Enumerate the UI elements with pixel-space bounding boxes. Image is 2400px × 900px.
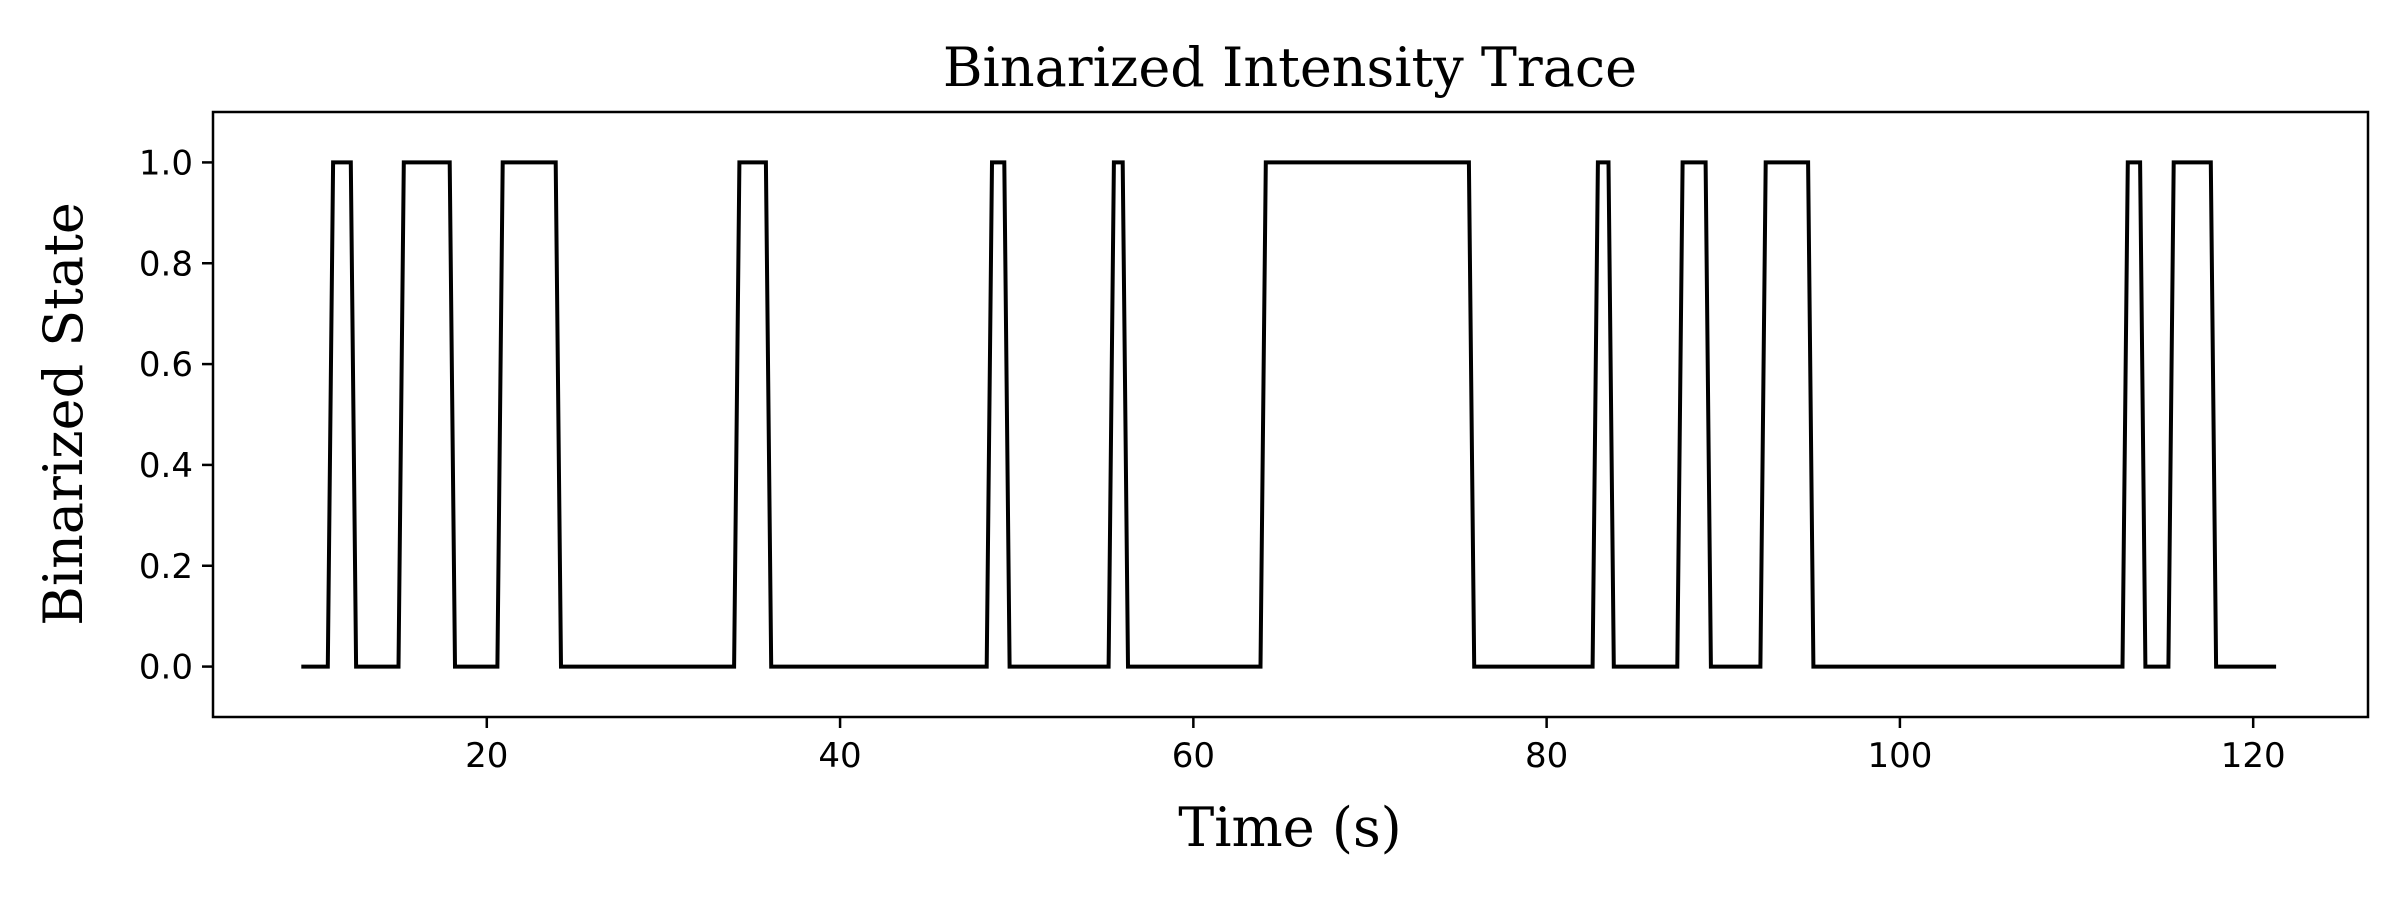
y-tick-label: 0.2 [139,547,193,587]
y-tick-label: 1.0 [139,143,193,183]
chart-title: Binarized Intensity Trace [943,36,1637,99]
plot-area-frame [211,110,2370,719]
y-tick-label: 0.6 [139,345,193,385]
x-tick-label: 40 [818,736,861,776]
x-axis-label: Time (s) [1178,796,1401,859]
x-tick-label: 80 [1525,736,1568,776]
y-axis-label: Binarized State [32,202,95,626]
x-tick-label: 60 [1172,736,1215,776]
binarized-trace-line [301,160,2277,669]
x-tick-label: 100 [1867,736,1932,776]
x-axis: 20 40 60 80 100 120 [465,717,2286,776]
y-axis: 0.0 0.2 0.4 0.6 0.8 1.0 [139,143,213,688]
y-tick-label: 0.0 [139,648,193,688]
x-tick-label: 20 [465,736,508,776]
y-tick-label: 0.4 [139,446,193,486]
x-tick-label: 120 [2221,736,2286,776]
y-tick-label: 0.8 [139,244,193,284]
